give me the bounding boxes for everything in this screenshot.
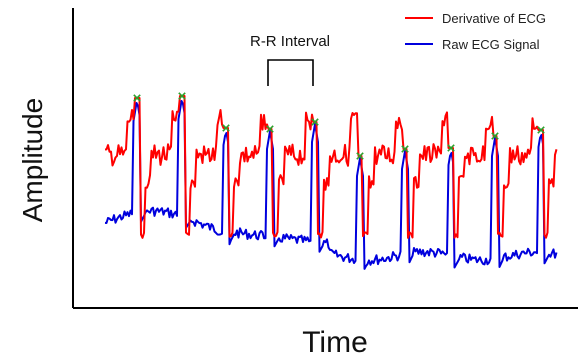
- peak-marker: [222, 124, 230, 132]
- raw-ecg-series-line: [104, 100, 558, 270]
- legend-label-derivative: Derivative of ECG: [442, 11, 546, 26]
- peak-marker: [491, 132, 499, 140]
- peak-marker: [537, 126, 545, 134]
- y-axis-title: Amplitude: [17, 98, 48, 223]
- peak-marker: [133, 94, 141, 102]
- peak-marker: [266, 125, 274, 133]
- rr-interval-annotation: R-R Interval: [250, 33, 330, 86]
- peak-marker: [356, 152, 364, 160]
- rr-interval-label: R-R Interval: [250, 33, 330, 50]
- peak-marker: [311, 118, 319, 126]
- peak-marker: [178, 92, 186, 100]
- peak-marker: [447, 144, 455, 152]
- derivative-series-line: [104, 95, 558, 239]
- plot-area: [104, 92, 558, 270]
- peak-marker: [401, 145, 409, 153]
- legend-label-raw: Raw ECG Signal: [442, 37, 540, 52]
- x-axis-title: Time: [302, 326, 368, 356]
- peak-markers: [133, 92, 545, 160]
- legend: Derivative of ECG Raw ECG Signal: [405, 11, 546, 52]
- rr-bracket: [267, 59, 314, 86]
